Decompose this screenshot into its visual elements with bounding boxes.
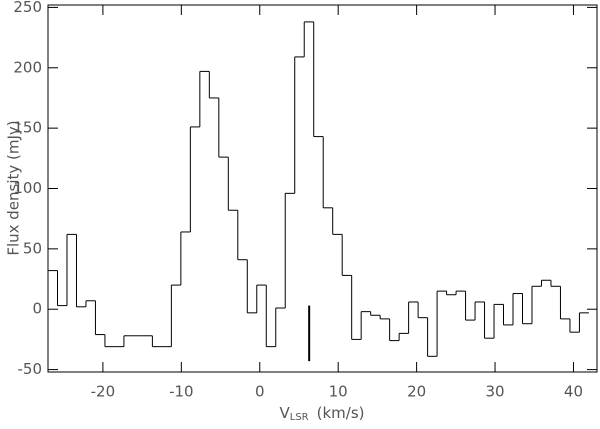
y-tick-label: 50	[23, 239, 42, 257]
x-label-sub: LSR	[290, 412, 309, 423]
x-label-rest: (km/s)	[317, 404, 365, 422]
x-tick-label: 0	[255, 383, 265, 401]
x-axis-label: VLSR (km/s)	[279, 404, 364, 424]
x-tick-label: 30	[485, 383, 504, 401]
plot-frame	[47, 4, 598, 373]
x-tick-label: 20	[407, 383, 426, 401]
x-tick-label: -10	[169, 383, 194, 401]
y-tick-label: 0	[32, 300, 42, 318]
x-tick-label: 40	[564, 383, 583, 401]
y-tick-label: 150	[13, 119, 42, 137]
x-tick-label: -20	[91, 383, 116, 401]
y-tick-label: -50	[18, 360, 43, 378]
x-tick-label: 10	[329, 383, 348, 401]
x-label-main: V	[279, 404, 290, 422]
y-tick-label: 100	[13, 179, 42, 197]
y-axis-label: Flux density (mJy)	[5, 120, 23, 255]
y-tick-label: 200	[13, 58, 42, 76]
y-tick-label: 250	[13, 0, 42, 16]
